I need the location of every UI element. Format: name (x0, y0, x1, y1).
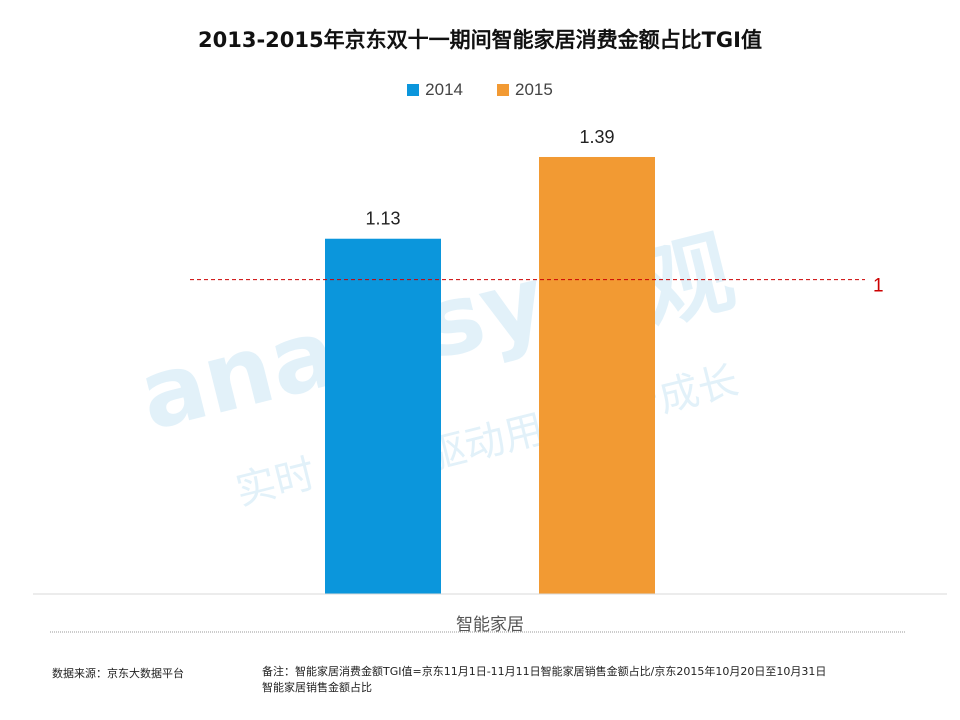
footer-source: 数据来源：京东大数据平台 (52, 667, 184, 680)
reference-line-label: 1 (873, 276, 884, 297)
legend-label-2015: 2015 (515, 80, 553, 99)
watermark-slogan-left: 实时 (231, 451, 320, 515)
bar-2014 (325, 238, 441, 594)
data-label-2015: 1.39 (579, 127, 614, 147)
legend-swatch-2014 (407, 84, 420, 96)
footer-note-line1: 备注：智能家居消费金额TGI值=京东11月1日-11月11日智能家居销售金额占比… (262, 665, 827, 678)
data-label-2014: 1.13 (365, 209, 400, 229)
bar-2015 (539, 156, 655, 594)
footer-note-line2: 智能家居销售金额占比 (262, 681, 372, 694)
x-tick-label: 智能家居 (456, 615, 524, 635)
legend-label-2014: 2014 (425, 80, 463, 99)
legend-item-2014: 2014 (407, 80, 463, 100)
footer-note: 备注：智能家居消费金额TGI值=京东11月1日-11月11日智能家居销售金额占比… (262, 664, 942, 696)
legend-item-2015: 2015 (497, 80, 553, 100)
legend: 2014 2015 (0, 80, 960, 100)
legend-swatch-2015 (497, 84, 509, 96)
chart-title: 2013-2015年京东双十一期间智能家居消费金额占比TGI值 (198, 28, 762, 52)
